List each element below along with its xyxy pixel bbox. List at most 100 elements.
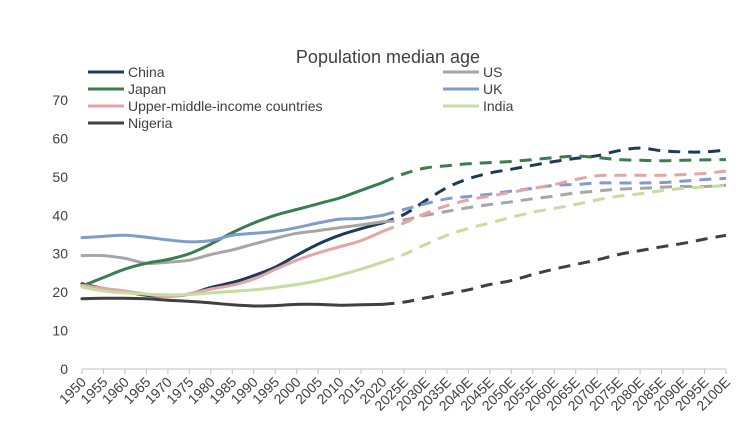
data-point: [575, 183, 577, 185]
data-point: [575, 192, 577, 194]
data-point: [617, 158, 619, 160]
data-point: [489, 161, 491, 163]
data-point: [338, 218, 340, 220]
data-point: [467, 195, 469, 197]
y-tick-label: 40: [52, 207, 68, 223]
data-point: [725, 149, 727, 151]
data-point: [295, 303, 297, 305]
data-point: [295, 259, 297, 261]
data-point: [639, 147, 641, 149]
data-point: [167, 261, 169, 263]
data-point: [102, 287, 104, 289]
data-point: [381, 261, 383, 263]
data-point: [660, 246, 662, 248]
data-point: [424, 243, 426, 245]
data-point: [124, 268, 126, 270]
data-point: [446, 198, 448, 200]
data-point: [403, 213, 405, 215]
data-point: [467, 206, 469, 208]
data-point: [725, 234, 727, 236]
data-point: [231, 304, 233, 306]
data-point: [253, 274, 255, 276]
legend-label: US: [483, 64, 502, 80]
data-point: [703, 238, 705, 240]
data-point: [145, 262, 147, 264]
data-point: [532, 164, 534, 166]
series-layer: [80, 146, 727, 308]
data-point: [188, 253, 190, 255]
data-point: [317, 229, 319, 231]
y-tick-label: 70: [52, 92, 68, 108]
data-point: [489, 222, 491, 224]
y-tick-label: 30: [52, 246, 68, 262]
series-line-historical: [80, 260, 384, 297]
data-point: [295, 226, 297, 228]
data-point: [124, 234, 126, 236]
data-point: [81, 236, 83, 238]
data-point: [210, 239, 212, 241]
data-point: [167, 239, 169, 241]
legend-label: Japan: [128, 81, 166, 97]
data-point: [231, 249, 233, 251]
series-line-historical: [80, 181, 384, 288]
data-point: [682, 242, 684, 244]
data-point: [317, 203, 319, 205]
series-line-historical: [80, 296, 384, 308]
data-point: [617, 253, 619, 255]
data-point: [424, 199, 426, 201]
series-nigeria: [80, 233, 727, 308]
data-point: [338, 304, 340, 306]
legend-item-china: China: [88, 64, 165, 80]
data-point: [617, 150, 619, 152]
data-point: [446, 204, 448, 206]
legend-label: China: [128, 64, 165, 80]
data-point: [381, 221, 383, 223]
data-point: [553, 160, 555, 162]
data-point: [360, 224, 362, 226]
data-point: [210, 253, 212, 255]
data-point: [682, 187, 684, 189]
legend-label: Upper-middle-income countries: [128, 98, 323, 114]
data-point: [295, 232, 297, 234]
data-point: [510, 201, 512, 203]
data-point: [338, 234, 340, 236]
data-point: [188, 259, 190, 261]
data-point: [725, 170, 727, 172]
data-point: [617, 182, 619, 184]
data-point: [188, 241, 190, 243]
data-point: [210, 288, 212, 290]
data-point: [317, 243, 319, 245]
series-line-historical: [80, 213, 384, 244]
legend-item-india: India: [443, 98, 514, 114]
y-tick-label: 60: [52, 130, 68, 146]
data-point: [575, 263, 577, 265]
data-point: [188, 300, 190, 302]
data-point: [639, 159, 641, 161]
data-point: [575, 178, 577, 180]
data-point: [274, 214, 276, 216]
data-point: [274, 304, 276, 306]
series-line-projected: [382, 176, 727, 217]
data-point: [124, 257, 126, 259]
data-point: [510, 216, 512, 218]
data-point: [553, 207, 555, 209]
data-point: [467, 163, 469, 165]
data-point: [403, 222, 405, 224]
series-line-historical: [80, 220, 384, 265]
data-point: [102, 297, 104, 299]
data-point: [596, 259, 598, 261]
data-point: [360, 239, 362, 241]
data-point: [467, 199, 469, 201]
data-point: [703, 159, 705, 161]
data-point: [682, 159, 684, 161]
series-us: [80, 183, 727, 265]
data-point: [703, 186, 705, 188]
data-point: [317, 222, 319, 224]
data-point: [167, 258, 169, 260]
legend-item-uk: UK: [443, 81, 503, 97]
data-point: [253, 278, 255, 280]
data-point: [660, 189, 662, 191]
data-point: [338, 274, 340, 276]
